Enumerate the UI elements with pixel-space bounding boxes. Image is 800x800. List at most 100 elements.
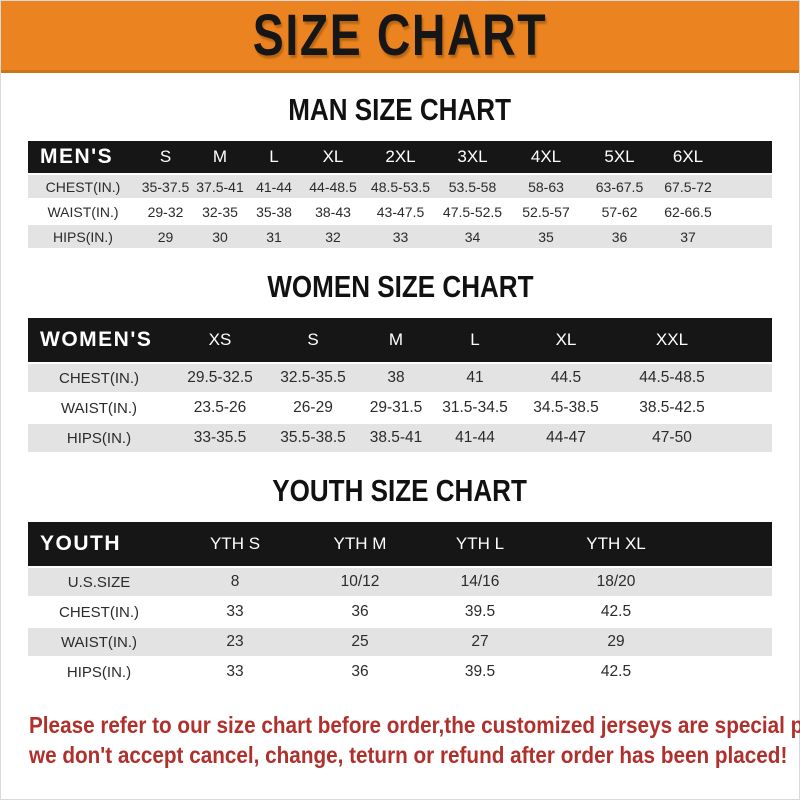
size-cell: 31.5-34.5 [436,394,514,422]
size-column-header: S [138,141,193,173]
size-column-header: YTH S [170,522,300,566]
size-cell: 41-44 [247,175,301,198]
size-cell: 30 [193,225,247,248]
size-cell: 43-47.5 [365,200,436,223]
size-cell: 29 [540,628,772,656]
size-cell: 29.5-32.5 [170,364,270,392]
size-column-header: XL [514,318,618,362]
size-cell: 58-63 [509,175,583,198]
size-cell: 35 [509,225,583,248]
table-row: HIPS(IN.) 33-35.5 35.5-38.5 38.5-41 41-44 44-… [28,424,772,452]
men-size-table: MEN'S S M L XL 2XL 3XL 4XL 5XL 6XL CHEST(IN.) 35-37… [28,139,772,250]
size-cell: 33 [170,658,300,686]
size-column-header: 6XL [656,141,772,173]
size-cell: 32.5-35.5 [270,364,356,392]
size-cell: 42.5 [540,658,772,686]
measurement-label: WAIST(IN.) [28,628,170,656]
youth-size-table: YOUTH YTH S YTH M YTH L YTH XL U.S.SIZE 8 10/12… [28,520,772,688]
size-cell: 42.5 [540,598,772,626]
size-cell: 32 [301,225,365,248]
size-cell: 44-48.5 [301,175,365,198]
size-cell: 44.5-48.5 [618,364,772,392]
measurement-label: HIPS(IN.) [28,225,138,248]
disclaimer-line-1: Please refer to our size chart before or… [29,712,800,738]
size-column-header: 3XL [436,141,509,173]
table-row: U.S.SIZE 8 10/12 14/16 18/20 [28,568,772,596]
size-cell: 63-67.5 [583,175,656,198]
size-cell: 38.5-41 [356,424,436,452]
size-cell: 36 [583,225,656,248]
banner-title: SIZE CHART [252,3,548,68]
size-cell: 67.5-72 [656,175,772,198]
measurement-label: WAIST(IN.) [28,200,138,223]
section-heading-women: WOMEN SIZE CHART [266,269,534,304]
size-column-header: XS [170,318,270,362]
size-cell: 14/16 [420,568,540,596]
size-column-header: XL [301,141,365,173]
size-cell: 41 [436,364,514,392]
size-cell: 33 [365,225,436,248]
size-column-header: 4XL [509,141,583,173]
table-corner-label: YOUTH [28,522,170,566]
size-cell: 34 [436,225,509,248]
size-cell: 29 [138,225,193,248]
size-cell: 36 [300,598,420,626]
table-corner-label: WOMEN'S [28,318,170,362]
size-cell: 48.5-53.5 [365,175,436,198]
size-cell: 53.5-58 [436,175,509,198]
table-row: HIPS(IN.) 29 30 31 32 33 34 35 36 37 [28,225,772,248]
size-cell: 44-47 [514,424,618,452]
table-row: WAIST(IN.) 23 25 27 29 [28,628,772,656]
size-cell: 35-38 [247,200,301,223]
size-cell: 38-43 [301,200,365,223]
size-column-header: YTH XL [540,522,772,566]
size-cell: 44.5 [514,364,618,392]
size-cell: 33 [170,598,300,626]
size-header-row: MEN'S S M L XL 2XL 3XL 4XL 5XL 6XL [28,141,772,173]
table-row: WAIST(IN.) 23.5-26 26-29 29-31.5 31.5-34.5 34… [28,394,772,422]
table-row: CHEST(IN.) 29.5-32.5 32.5-35.5 38 41 44.5 44.5… [28,364,772,392]
measurement-label: HIPS(IN.) [28,658,170,686]
size-cell: 39.5 [420,598,540,626]
measurement-label: HIPS(IN.) [28,424,170,452]
size-cell: 27 [420,628,540,656]
table-row: HIPS(IN.) 33 36 39.5 42.5 [28,658,772,686]
size-cell: 62-66.5 [656,200,772,223]
size-cell: 18/20 [540,568,772,596]
measurement-label: CHEST(IN.) [28,364,170,392]
size-cell: 34.5-38.5 [514,394,618,422]
size-cell: 25 [300,628,420,656]
measurement-label: WAIST(IN.) [28,394,170,422]
table-row: WAIST(IN.) 29-32 32-35 35-38 38-43 43-47.5 47.… [28,200,772,223]
measurement-label: CHEST(IN.) [28,175,138,198]
size-cell: 37 [656,225,772,248]
size-column-header: L [247,141,301,173]
size-cell: 38.5-42.5 [618,394,772,422]
table-corner-label: MEN'S [28,141,138,173]
size-cell: 23 [170,628,300,656]
size-cell: 41-44 [436,424,514,452]
size-cell: 39.5 [420,658,540,686]
section-heading-men: MAN SIZE CHART [288,92,512,127]
size-column-header: YTH L [420,522,540,566]
size-column-header: S [270,318,356,362]
size-cell: 47.5-52.5 [436,200,509,223]
size-header-row: WOMEN'S XS S M L XL XXL [28,318,772,362]
size-cell: 47-50 [618,424,772,452]
size-cell: 32-35 [193,200,247,223]
size-cell: 38 [356,364,436,392]
size-column-header: L [436,318,514,362]
size-cell: 52.5-57 [509,200,583,223]
table-row: CHEST(IN.) 33 36 39.5 42.5 [28,598,772,626]
size-cell: 26-29 [270,394,356,422]
size-cell: 10/12 [300,568,420,596]
order-disclaimer: Please refer to our size chart before or… [29,710,800,770]
disclaimer-line-2: we don't accept cancel, change, teturn o… [29,742,788,768]
size-chart-banner: SIZE CHART [1,1,799,73]
size-column-header: 2XL [365,141,436,173]
size-header-row: YOUTH YTH S YTH M YTH L YTH XL [28,522,772,566]
measurement-label: CHEST(IN.) [28,598,170,626]
table-row: CHEST(IN.) 35-37.5 37.5-41 41-44 44-48.5 48.5… [28,175,772,198]
size-cell: 23.5-26 [170,394,270,422]
size-cell: 35.5-38.5 [270,424,356,452]
